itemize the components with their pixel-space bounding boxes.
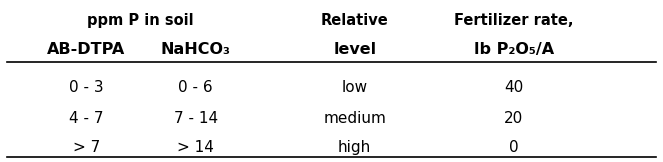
Text: Fertilizer rate,: Fertilizer rate, <box>454 13 573 28</box>
Text: AB-DTPA: AB-DTPA <box>47 42 125 57</box>
Text: 0 - 3: 0 - 3 <box>69 80 103 95</box>
Text: 20: 20 <box>504 111 524 126</box>
Text: NaHCO₃: NaHCO₃ <box>160 42 231 57</box>
Text: 0: 0 <box>509 140 518 155</box>
Text: > 14: > 14 <box>177 140 214 155</box>
Text: ppm P in soil: ppm P in soil <box>88 13 194 28</box>
Text: high: high <box>338 140 371 155</box>
Text: 0 - 6: 0 - 6 <box>178 80 213 95</box>
Text: > 7: > 7 <box>72 140 100 155</box>
Text: level: level <box>333 42 377 57</box>
Text: lb P₂O₅/A: lb P₂O₅/A <box>474 42 554 57</box>
Text: 7 - 14: 7 - 14 <box>174 111 217 126</box>
Text: medium: medium <box>324 111 386 126</box>
Text: 4 - 7: 4 - 7 <box>69 111 103 126</box>
Text: 40: 40 <box>504 80 524 95</box>
Text: Relative: Relative <box>321 13 389 28</box>
Text: low: low <box>341 80 368 95</box>
